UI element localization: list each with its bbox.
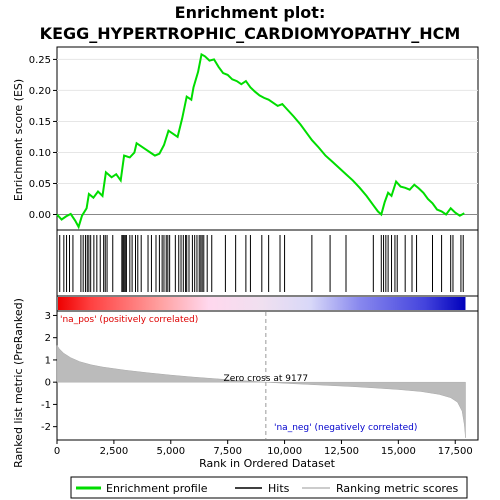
x-tick-label: 5,000 — [156, 446, 185, 457]
es-tick-label: 0.05 — [29, 179, 51, 190]
x-tick-label: 15,000 — [381, 446, 416, 457]
x-tick-label: 7,500 — [213, 446, 242, 457]
es-panel-frame — [56, 46, 479, 231]
x-tick-label: 10,000 — [267, 446, 302, 457]
pos-label: 'na_pos' (positively correlated) — [60, 315, 198, 325]
es-tick-label: 0.00 — [29, 210, 51, 221]
legend-box — [70, 476, 468, 499]
x-tick-label: 0 — [54, 446, 60, 457]
es-tick-label: 0.25 — [29, 55, 51, 66]
legend-profile-label: Enrichment profile — [106, 482, 208, 495]
x-tick-label: 17,500 — [438, 446, 473, 457]
x-tick-label: 12,500 — [324, 446, 359, 457]
hits-markers — [59, 235, 464, 292]
legend-hits-label: Hits — [268, 482, 290, 495]
es-y-ticks: 0.00 0.05 0.10 0.15 0.20 0.25 — [29, 55, 57, 221]
rank-colorbar — [58, 297, 466, 310]
es-tick-label: 0.20 — [29, 86, 51, 97]
x-tick-label: 2,500 — [100, 446, 129, 457]
metric-tick-label: 1 — [45, 355, 51, 366]
ranking-metric-area — [56, 344, 466, 438]
metric-tick-label: -2 — [41, 422, 51, 433]
es-tick-label: 0.15 — [29, 117, 51, 128]
es-grid — [57, 58, 478, 215]
x-axis-ticks: 0 2,500 5,000 7,500 10,000 12,500 15,000 17,500 — [54, 440, 473, 457]
metric-tick-label: 3 — [45, 311, 51, 322]
x-axis-label: Rank in Ordered Dataset — [199, 457, 336, 470]
chart-title-line1: Enrichment plot: — [175, 3, 326, 22]
zero-cross-label: Zero cross at 9177 — [224, 374, 309, 384]
enrichment-profile-line — [56, 52, 465, 230]
es-y-axis-label: Enrichment score (ES) — [12, 79, 25, 201]
chart-title-line2: KEGG_HYPERTROPHIC_CARDIOMYOPATHY_HCM — [40, 24, 461, 43]
neg-label: 'na_neg' (negatively correlated) — [274, 423, 417, 433]
es-tick-label: 0.10 — [29, 148, 51, 159]
metric-y-ticks: -2 -1 0 1 2 3 — [41, 311, 57, 433]
metric-tick-label: 0 — [45, 378, 51, 389]
legend-metric-label: Ranking metric scores — [336, 482, 458, 495]
metric-y-axis-label: Ranked list metric (PreRanked) — [12, 298, 25, 468]
hits-panel-frame — [56, 229, 479, 297]
metric-tick-label: -1 — [41, 400, 51, 411]
metric-tick-label: 2 — [45, 333, 51, 344]
